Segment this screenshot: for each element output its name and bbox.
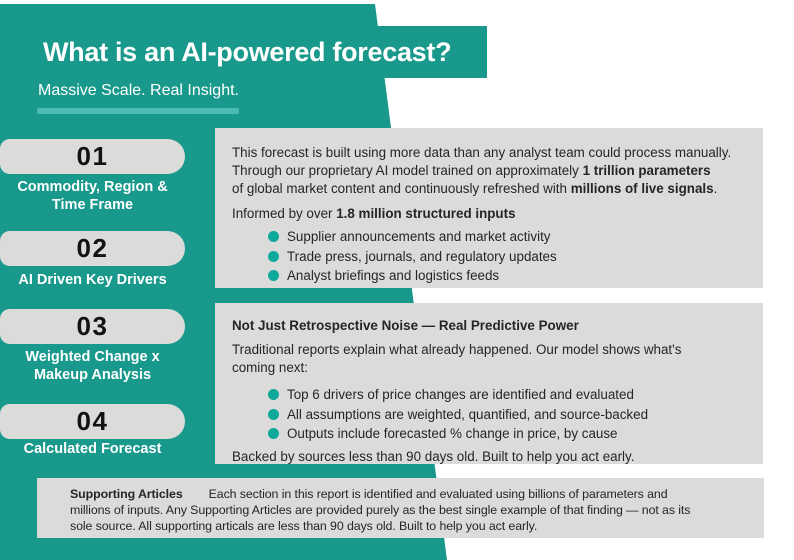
- intro-paragraph-line: This forecast is built using more data t…: [232, 145, 732, 160]
- intro-paragraph-line: of global market content and continuousl…: [232, 181, 718, 196]
- step-number-04: 04: [76, 406, 109, 436]
- bullet-icon: [268, 231, 279, 243]
- title-banner: What is an AI-powered forecast?: [35, 26, 487, 78]
- subtitle: Massive Scale. Real Insight.: [38, 82, 239, 99]
- support-line: millions of inputs. Any Supporting Artic…: [70, 503, 691, 517]
- bullet-item: Outputs include forecasted % change in p…: [232, 424, 753, 444]
- step-label-03: Weighted Change x Makeup Analysis: [25, 349, 160, 383]
- data-sources-panel: This forecast is built using more data t…: [215, 128, 763, 288]
- bullet-icon: [268, 270, 279, 282]
- subtitle-underline: [37, 108, 239, 114]
- prediction-bullet-list: Top 6 drivers of price changes are ident…: [232, 385, 753, 444]
- bullet-item: Analyst briefings and logistics feeds: [232, 266, 753, 286]
- bullet-text: Supplier announcements and market activi…: [287, 229, 551, 245]
- step-number-02: 02: [76, 233, 109, 263]
- input-bullet-list: Supplier announcements and market activi…: [232, 227, 753, 286]
- panel-footer: Backed by sources less than 90 days old.…: [232, 448, 635, 464]
- step-label-04: Calculated Forecast: [23, 441, 162, 457]
- bullet-text: Outputs include forecasted % change in p…: [287, 426, 618, 442]
- step-number-01: 01: [76, 141, 109, 171]
- support-text: Each section in this report is identifie…: [208, 487, 668, 501]
- bullet-icon: [268, 250, 279, 262]
- support-line: sole source. All supporting articals are…: [70, 519, 538, 533]
- bullet-icon: [268, 389, 279, 401]
- bullet-item: Trade press, journals, and regulatory up…: [232, 247, 753, 267]
- step-pill-01: 01: [0, 139, 185, 174]
- step-number-03: 03: [76, 311, 109, 341]
- step-pill-03: 03: [0, 309, 185, 344]
- bullet-icon: [268, 408, 279, 420]
- panel-heading: Not Just Retrospective Noise — Real Pred…: [232, 318, 579, 333]
- bullet-icon: [268, 428, 279, 440]
- predictive-power-panel: Not Just Retrospective Noise — Real Pred…: [215, 303, 763, 464]
- support-label: Supporting Articles: [70, 487, 183, 501]
- page-title: What is an AI-powered forecast?: [43, 36, 452, 67]
- bullet-text: All assumptions are weighted, quantified…: [287, 406, 649, 422]
- step-pill-04: 04: [0, 404, 185, 439]
- bullet-item: Supplier announcements and market activi…: [232, 227, 753, 247]
- informed-line: Informed by over 1.8 million structured …: [232, 206, 516, 221]
- step-label-01: Commodity, Region & Time Frame: [17, 179, 168, 213]
- supporting-articles-note: Supporting Articles Each section in this …: [37, 478, 764, 538]
- step-pill-02: 02: [0, 231, 185, 266]
- bullet-item: All assumptions are weighted, quantified…: [232, 405, 753, 425]
- bullet-text: Analyst briefings and logistics feeds: [287, 268, 500, 284]
- bullet-text: Top 6 drivers of price changes are ident…: [287, 387, 634, 403]
- bullet-item: Top 6 drivers of price changes are ident…: [232, 385, 753, 405]
- bullet-text: Trade press, journals, and regulatory up…: [287, 248, 557, 264]
- support-line: Supporting Articles Each section in this …: [70, 486, 756, 502]
- panel-paragraph: Traditional reports explain what already…: [232, 342, 682, 375]
- intro-paragraph-line: Through our proprietary AI model trained…: [232, 163, 711, 178]
- step-label-02: AI Driven Key Drivers: [18, 272, 167, 288]
